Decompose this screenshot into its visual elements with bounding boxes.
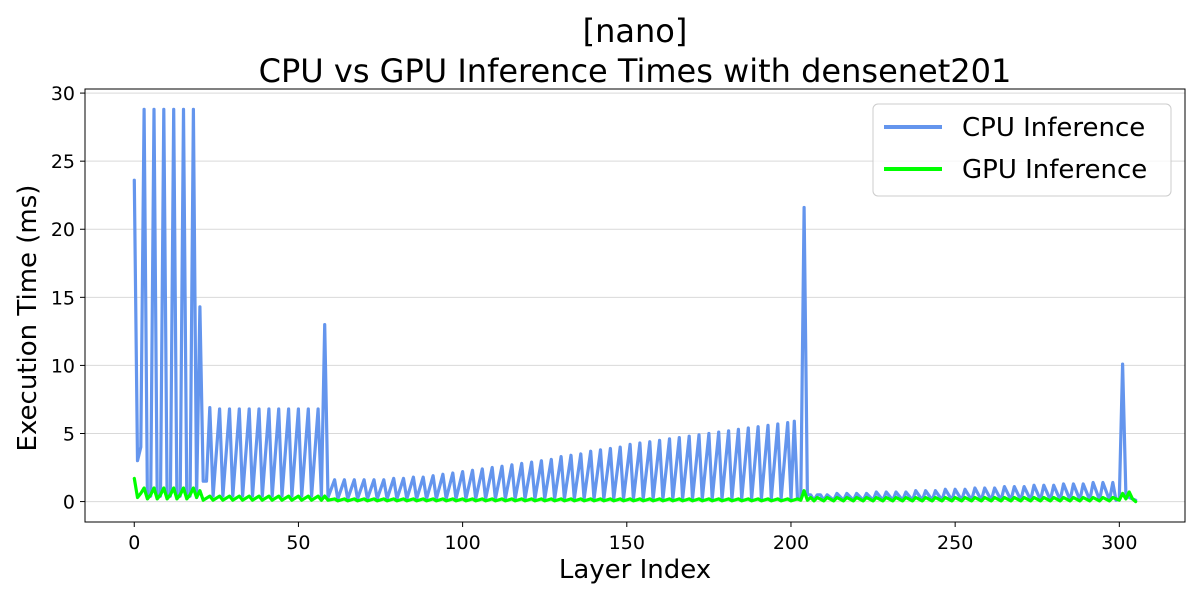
series-line-gpu: [132, 476, 1138, 504]
y-axis-label: Execution Time (ms): [13, 185, 43, 452]
y-axis: 0 5 10 15 20 25 30: [51, 83, 85, 514]
x-axis-label: Layer Index: [559, 555, 711, 585]
chart-title-line2: CPU vs GPU Inference Times with densenet…: [259, 52, 1012, 90]
series-line-cpu: [132, 107, 1138, 502]
legend-label-gpu: GPU Inference: [962, 155, 1147, 185]
y-tick-label: 10: [51, 355, 75, 377]
y-tick-label: 0: [63, 492, 75, 514]
x-tick-label: 300: [1101, 532, 1137, 554]
y-tick-label: 15: [51, 287, 75, 309]
x-tick-label: 100: [444, 532, 480, 554]
x-tick-label: 250: [937, 532, 973, 554]
x-tick-label: 0: [128, 532, 140, 554]
legend-label-cpu: CPU Inference: [962, 113, 1145, 143]
series-group: [132, 107, 1138, 504]
y-tick-label: 20: [51, 219, 75, 241]
legend-box: [872, 103, 1172, 197]
x-axis: 0 50 100 150 200 250 300: [128, 522, 1137, 554]
chart-title-line1: [nano]: [583, 12, 688, 50]
y-tick-label: 25: [51, 151, 75, 173]
x-tick-label: 200: [773, 532, 809, 554]
plot-area-frame: [84, 88, 1186, 523]
legend: CPU Inference GPU Inference: [872, 103, 1172, 197]
y-tick-label: 5: [63, 423, 75, 445]
y-tick-label: 30: [51, 83, 75, 105]
x-tick-label: 150: [609, 532, 645, 554]
x-tick-label: 50: [286, 532, 310, 554]
